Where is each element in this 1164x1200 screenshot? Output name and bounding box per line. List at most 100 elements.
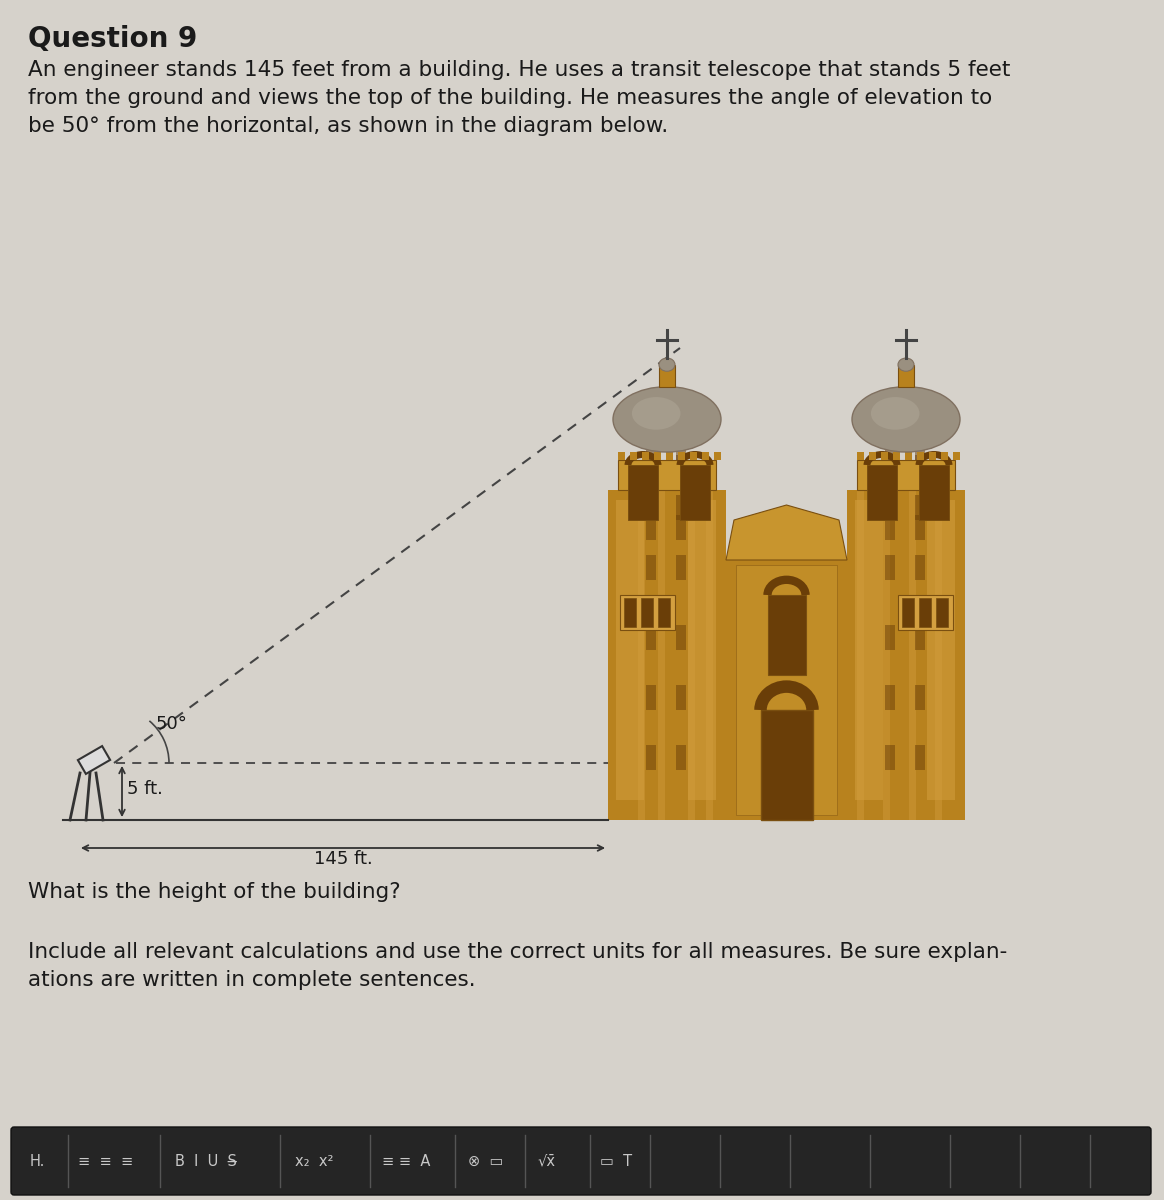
Text: 5 ft.: 5 ft. (127, 780, 163, 798)
Bar (893, 452, 900, 460)
Polygon shape (78, 746, 111, 774)
Bar (909, 490, 916, 820)
Bar (646, 494, 656, 520)
Text: Include all relevant calculations and use the correct units for all measures. Be: Include all relevant calculations and us… (28, 942, 1007, 962)
FancyBboxPatch shape (10, 1127, 1151, 1195)
Bar (927, 500, 954, 800)
Bar (608, 490, 726, 560)
Bar (676, 625, 686, 650)
Bar (677, 452, 684, 460)
Bar (885, 515, 895, 540)
Bar (767, 595, 805, 674)
Bar (676, 434, 686, 460)
Bar (885, 685, 895, 710)
Bar (666, 452, 673, 460)
Text: x₂  x²: x₂ x² (294, 1153, 334, 1169)
Bar (915, 685, 925, 710)
Text: ▭  T: ▭ T (599, 1153, 632, 1169)
Text: 50°: 50° (156, 715, 187, 733)
Bar (676, 685, 686, 710)
Bar (915, 455, 925, 480)
Bar (857, 490, 864, 820)
Bar (608, 560, 965, 820)
Bar (624, 598, 636, 626)
Bar (638, 490, 645, 820)
Text: An engineer stands 145 feet from a building. He uses a transit telescope that st: An engineer stands 145 feet from a build… (28, 60, 1010, 80)
Bar (915, 625, 925, 650)
Bar (953, 452, 960, 460)
Text: from the ground and views the top of the building. He measures the angle of elev: from the ground and views the top of the… (28, 88, 992, 108)
Bar (646, 554, 656, 580)
Bar (920, 464, 949, 520)
Bar (857, 460, 954, 490)
Bar (646, 685, 656, 710)
Text: 145 ft.: 145 ft. (313, 850, 372, 868)
Bar (885, 554, 895, 580)
Bar (883, 490, 890, 820)
Bar (929, 452, 936, 460)
Bar (935, 490, 942, 820)
Bar (760, 710, 812, 820)
Bar (658, 598, 670, 626)
Bar (676, 745, 686, 770)
Bar (920, 598, 931, 626)
Bar (676, 455, 686, 480)
Ellipse shape (613, 386, 721, 452)
Bar (646, 455, 656, 480)
Bar (885, 745, 895, 770)
Bar (676, 494, 686, 520)
Bar (676, 515, 686, 540)
Bar (643, 452, 650, 460)
Bar (646, 434, 656, 460)
Bar (915, 554, 925, 580)
Bar (646, 625, 656, 650)
Bar (881, 452, 888, 460)
Text: What is the height of the building?: What is the height of the building? (28, 882, 400, 902)
Ellipse shape (632, 397, 681, 430)
Bar (897, 595, 953, 630)
Text: ations are written in complete sentences.: ations are written in complete sentences… (28, 970, 476, 990)
Ellipse shape (852, 386, 960, 452)
Bar (618, 452, 625, 460)
Bar (885, 434, 895, 460)
Bar (629, 464, 658, 520)
Text: B  I  U  S̶: B I U S̶ (175, 1153, 237, 1169)
Bar (707, 490, 714, 820)
Bar (654, 452, 661, 460)
Bar (714, 452, 721, 460)
Bar (620, 595, 675, 630)
Bar (915, 434, 925, 460)
Bar (630, 452, 637, 460)
Text: √x̄: √x̄ (538, 1153, 556, 1169)
Text: ≡  ≡  ≡: ≡ ≡ ≡ (78, 1153, 133, 1169)
Bar (885, 625, 895, 650)
Ellipse shape (897, 358, 914, 371)
Bar (690, 452, 697, 460)
Bar (702, 452, 709, 460)
Bar (941, 452, 947, 460)
Ellipse shape (871, 397, 920, 430)
Bar (885, 494, 895, 520)
Ellipse shape (659, 358, 675, 371)
Bar (641, 598, 653, 626)
Bar (688, 490, 695, 820)
Bar (680, 464, 710, 520)
Text: H.: H. (30, 1153, 45, 1169)
Bar (915, 494, 925, 520)
Bar (917, 452, 924, 460)
Text: Question 9: Question 9 (28, 25, 197, 53)
Bar (902, 598, 914, 626)
Bar (897, 365, 914, 386)
Bar (915, 745, 925, 770)
Text: ⊗  ▭: ⊗ ▭ (468, 1153, 503, 1169)
Bar (857, 452, 864, 460)
Bar (616, 500, 644, 800)
Bar (870, 452, 876, 460)
Bar (847, 490, 965, 560)
Bar (688, 500, 716, 800)
Bar (618, 460, 716, 490)
Bar (904, 452, 913, 460)
Bar (867, 464, 897, 520)
Bar (856, 500, 883, 800)
Bar (659, 365, 675, 386)
